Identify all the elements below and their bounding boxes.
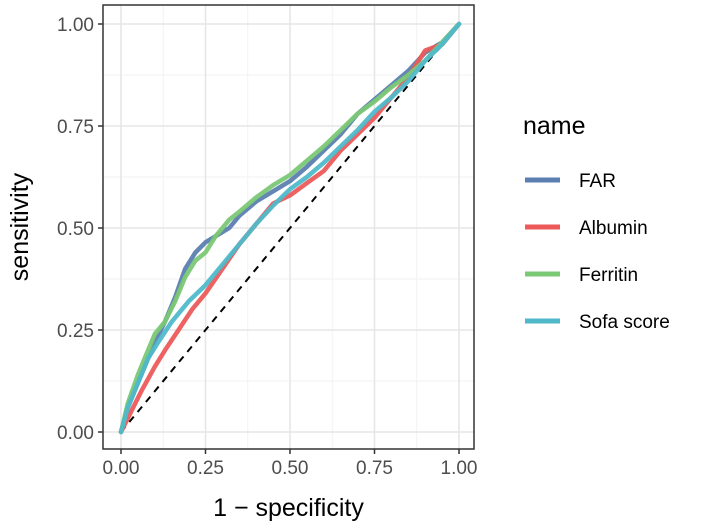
series-lines [118, 21, 462, 435]
y-tick-label: 0.75 [57, 117, 94, 138]
y-tick-label: 0.25 [57, 321, 94, 342]
minor-gridlines [103, 5, 474, 449]
reference-diagonal-line [120, 23, 460, 433]
legend: name FAR Albumin Ferritin Sofa score [523, 112, 670, 333]
series-line-sofa-score [118, 21, 462, 435]
x-tick-label: 0.75 [356, 458, 393, 479]
plot-panel-border [102, 4, 475, 450]
legend-label: Albumin [579, 218, 648, 239]
y-tick-label: 0.00 [57, 423, 94, 444]
major-gridlines [103, 5, 474, 449]
x-tick-label: 1.00 [441, 458, 478, 479]
y-axis-ticks: 0.00 0.25 0.50 0.75 1.00 [57, 15, 103, 444]
legend-label: FAR [579, 171, 616, 192]
x-tick-label: 0.25 [187, 458, 224, 479]
x-tick-label: 0.50 [272, 458, 309, 479]
x-axis-ticks: 0.00 0.25 0.50 0.75 1.00 [103, 449, 478, 479]
legend-title: name [523, 112, 586, 140]
y-tick-label: 0.50 [57, 219, 94, 240]
x-tick-label: 0.00 [103, 458, 140, 479]
legend-label: Sofa score [579, 312, 670, 333]
legend-label: Ferritin [579, 265, 638, 286]
y-tick-label: 1.00 [57, 15, 94, 36]
series-line-ferritin [118, 21, 462, 435]
x-axis-title: 1 − specificity [213, 494, 364, 522]
y-axis-title: sensitivity [6, 172, 34, 281]
